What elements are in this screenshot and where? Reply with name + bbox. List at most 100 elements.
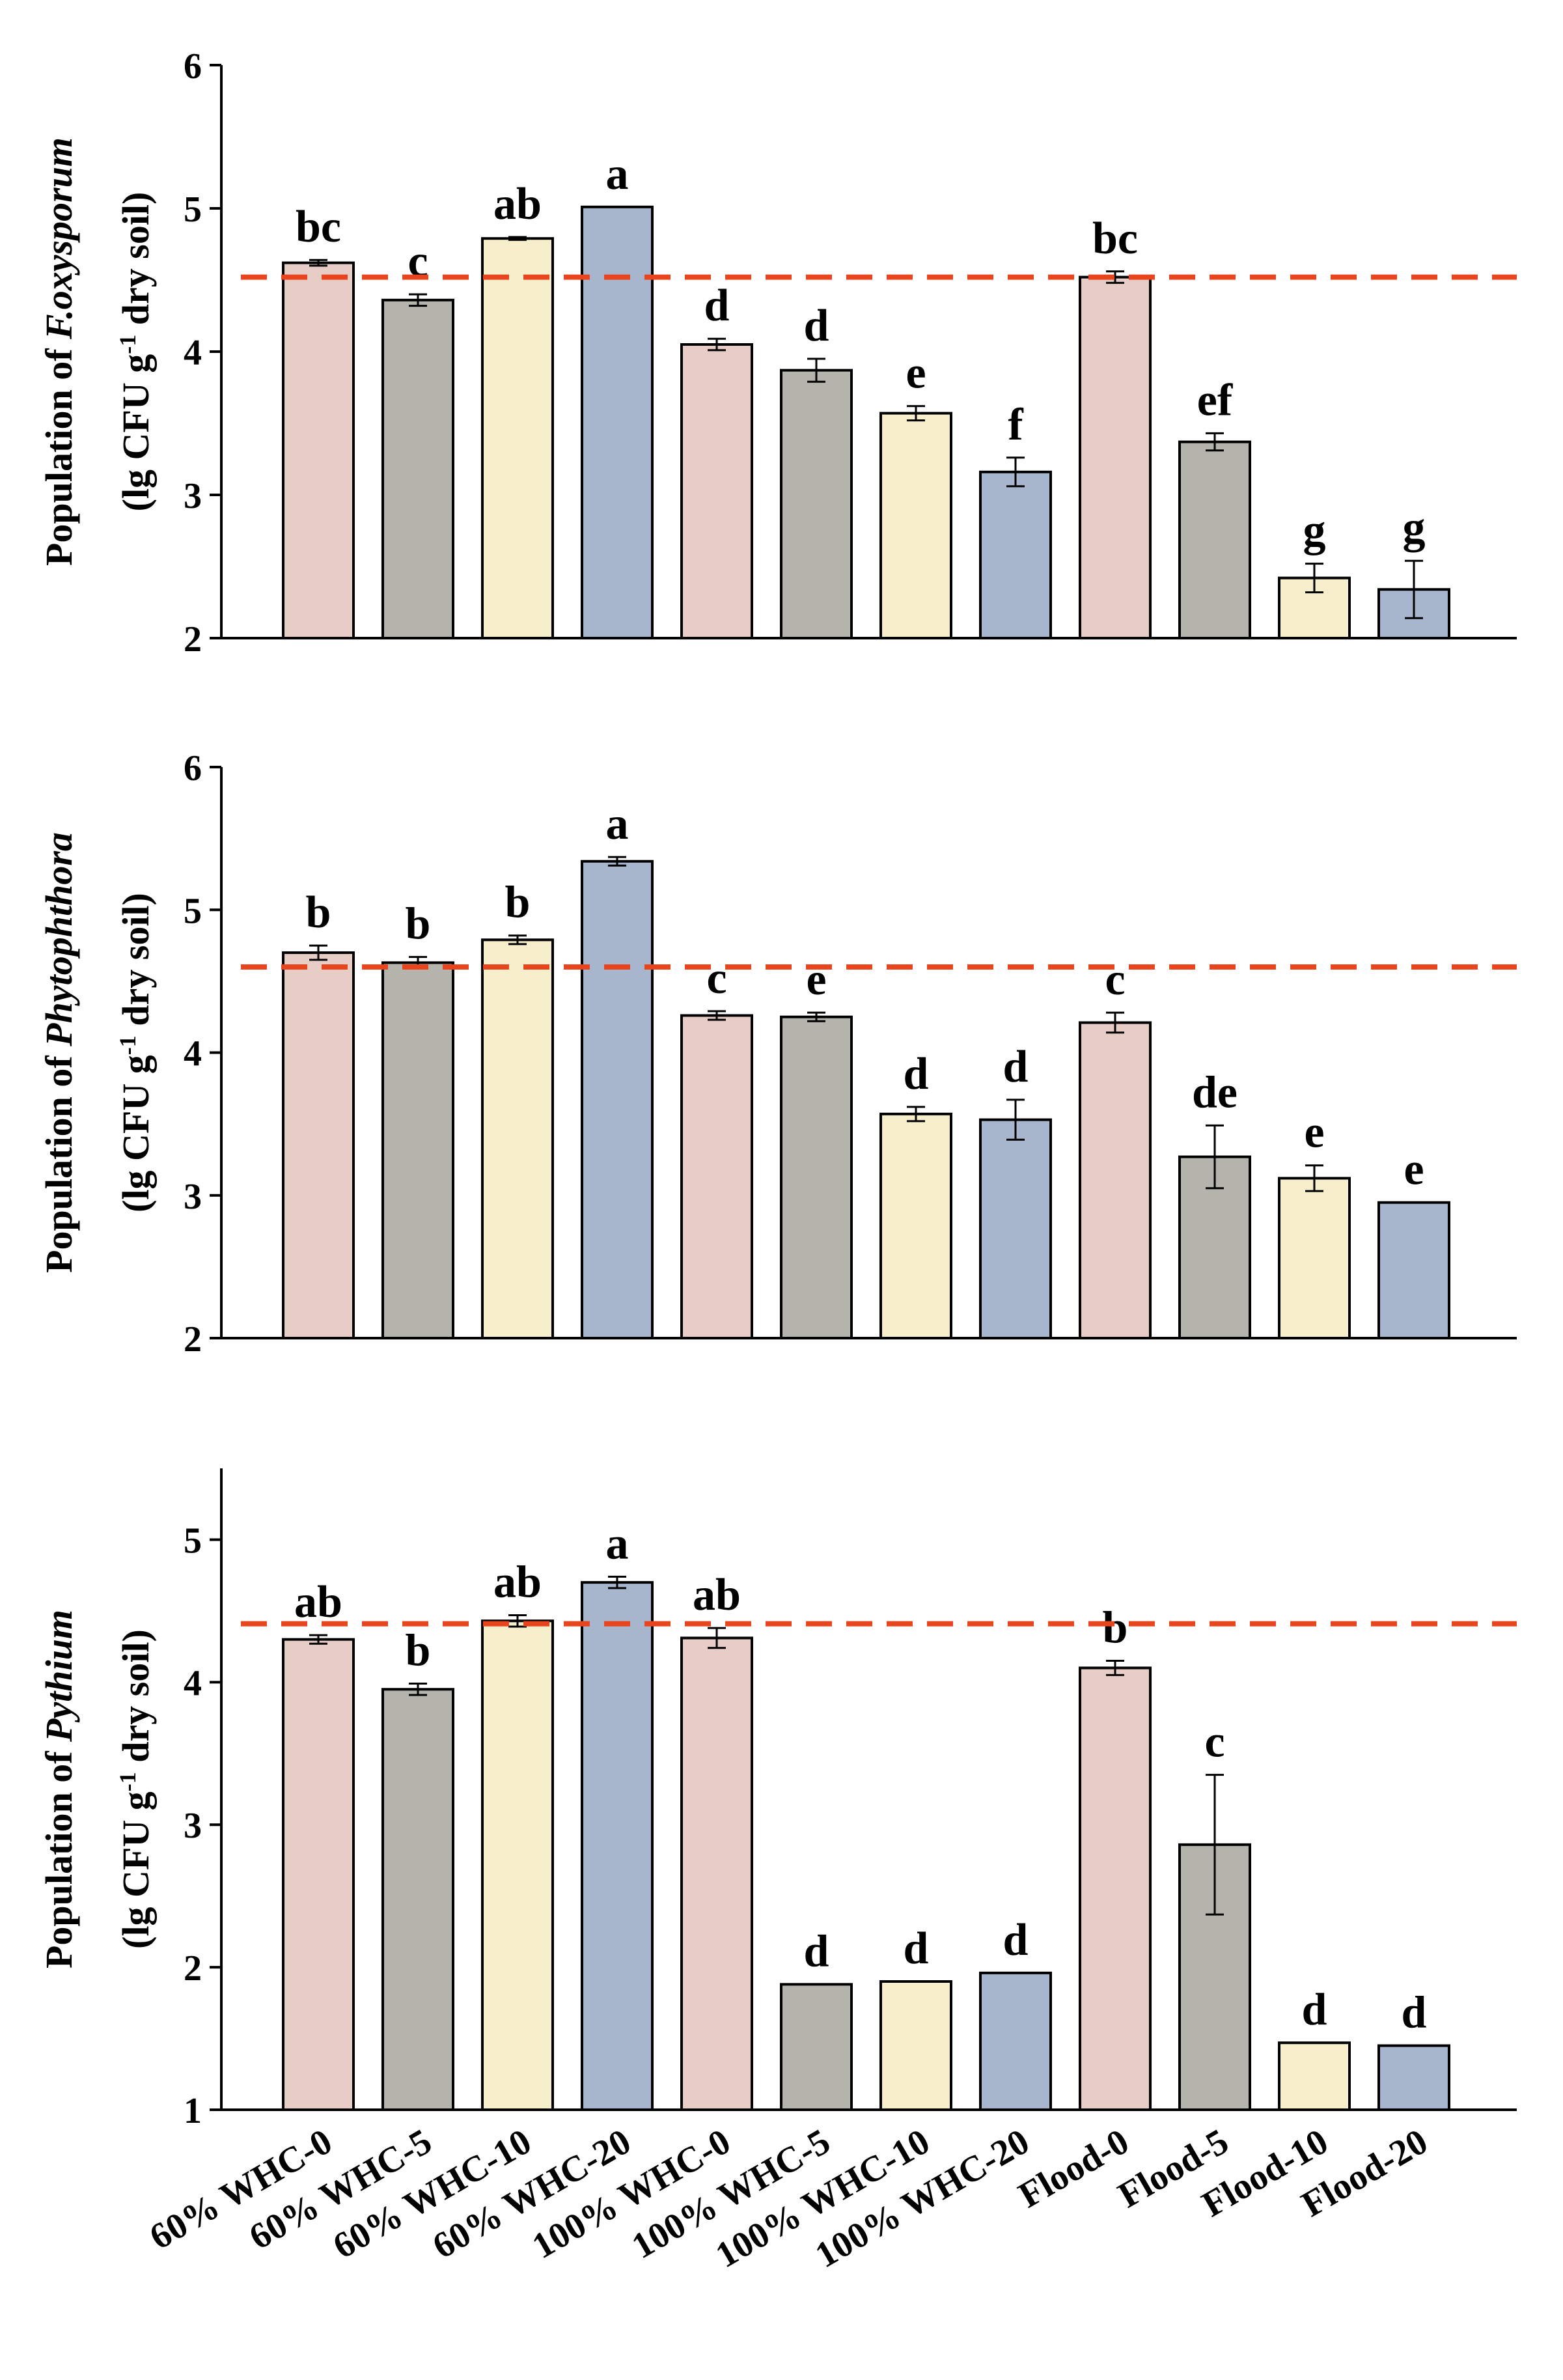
significance-label-11: g bbox=[1303, 506, 1326, 556]
error-bar-2 bbox=[409, 293, 427, 307]
significance-label-6: d bbox=[804, 1926, 829, 1976]
error-bar-7 bbox=[907, 1106, 925, 1123]
y-tick-label: 3 bbox=[184, 1177, 202, 1217]
error-bar-6 bbox=[807, 357, 825, 383]
significance-label-2: b bbox=[406, 899, 431, 949]
error-bar-10 bbox=[1206, 432, 1224, 452]
bar-9 bbox=[1079, 1021, 1152, 1340]
significance-label-10: ef bbox=[1197, 375, 1233, 425]
bar-10 bbox=[1178, 440, 1251, 639]
error-bar-3 bbox=[508, 236, 527, 241]
error-bar-11 bbox=[1305, 1164, 1323, 1192]
bar-5 bbox=[680, 343, 753, 639]
x-tick-label-9: Flood-0 bbox=[1012, 2121, 1136, 2216]
significance-label-1: ab bbox=[294, 1577, 342, 1627]
y-tick-label: 2 bbox=[184, 1948, 202, 1989]
bar-6 bbox=[780, 1015, 853, 1339]
y-tick-label: 6 bbox=[184, 46, 202, 87]
y-tick-label: 3 bbox=[184, 1806, 202, 1846]
error-bar-5 bbox=[708, 1010, 726, 1021]
significance-label-5: ab bbox=[693, 1570, 741, 1620]
significance-label-9: c bbox=[1105, 955, 1125, 1005]
error-bar-12 bbox=[1405, 559, 1423, 619]
bar-6 bbox=[780, 369, 853, 639]
bar-9 bbox=[1079, 1666, 1152, 2111]
y-tick-label: 4 bbox=[184, 1663, 202, 1703]
error-bar-4 bbox=[608, 856, 626, 867]
y-tick-label: 3 bbox=[184, 476, 202, 516]
significance-label-8: f bbox=[1008, 400, 1023, 450]
error-bar-11 bbox=[1305, 563, 1323, 594]
bar-1 bbox=[282, 1638, 355, 2112]
bar-12 bbox=[1377, 2044, 1450, 2111]
bar-4 bbox=[581, 860, 654, 1339]
error-bar-9 bbox=[1106, 270, 1124, 284]
y-tick-label: 4 bbox=[184, 1034, 202, 1074]
bar-3 bbox=[481, 237, 554, 639]
bar-1 bbox=[282, 261, 355, 640]
significance-label-12: e bbox=[1404, 1145, 1424, 1195]
bar-3 bbox=[481, 938, 554, 1339]
y-tick-label: 2 bbox=[184, 619, 202, 660]
error-bar-5 bbox=[708, 1627, 726, 1649]
significance-label-11: d bbox=[1302, 1985, 1327, 2035]
y-tick-label: 1 bbox=[184, 2091, 202, 2131]
significance-label-10: de bbox=[1192, 1067, 1238, 1117]
panel-phytophthora: b b b a c e d d c de e e 2 3 4 5 6 Population of Phytopht… bbox=[38, 748, 1517, 1360]
bar-2 bbox=[381, 298, 454, 639]
bar-4 bbox=[581, 205, 654, 639]
bar-8 bbox=[979, 1118, 1052, 1339]
significance-label-5: c bbox=[706, 953, 726, 1003]
significance-label-7: d bbox=[904, 1049, 929, 1099]
bar-2 bbox=[381, 961, 454, 1340]
panel-pythium: ab b ab a ab d d d b c d d 1 2 3 4 5 Population of Pythiu… bbox=[38, 1468, 1517, 2131]
error-bar-3 bbox=[508, 934, 527, 945]
error-bar-9 bbox=[1106, 1011, 1124, 1034]
y-axis-title: Population of F.oxysporum(lg CFU g-1 dry… bbox=[38, 137, 157, 566]
error-bar-1 bbox=[309, 1634, 327, 1645]
significance-label-7: e bbox=[906, 348, 926, 399]
bar-5 bbox=[680, 1636, 753, 2111]
significance-label-4: a bbox=[606, 799, 629, 849]
significance-label-3: ab bbox=[493, 1557, 542, 1607]
bar-11 bbox=[1278, 2041, 1351, 2112]
significance-label-11: e bbox=[1304, 1108, 1324, 1158]
significance-label-3: ab bbox=[493, 179, 542, 229]
error-bar-7 bbox=[907, 405, 925, 422]
error-bar-5 bbox=[708, 337, 726, 352]
y-tick-label: 5 bbox=[184, 1520, 202, 1561]
error-bar-9 bbox=[1106, 1660, 1124, 1676]
error-bar-1 bbox=[309, 259, 327, 267]
error-bar-8 bbox=[1006, 1099, 1025, 1141]
y-tick-label: 6 bbox=[184, 748, 202, 789]
bar-4 bbox=[581, 1581, 654, 2111]
significance-label-12: d bbox=[1402, 1988, 1427, 2038]
significance-label-8: d bbox=[1003, 1915, 1029, 1965]
y-tick-label: 4 bbox=[184, 333, 202, 373]
y-axis-title: Population of Pythium(lg CFU g-1 dry soi… bbox=[38, 1610, 157, 1968]
bar-8 bbox=[979, 470, 1052, 639]
significance-label-6: e bbox=[806, 955, 826, 1005]
significance-label-6: d bbox=[804, 301, 829, 351]
bar-8 bbox=[979, 1971, 1052, 2112]
error-bar-8 bbox=[1006, 456, 1025, 488]
significance-label-3: b bbox=[505, 878, 531, 928]
y-tick-label: 2 bbox=[184, 1319, 202, 1360]
error-bar-10 bbox=[1206, 1774, 1224, 1916]
bar-11 bbox=[1278, 1177, 1351, 1339]
bar-12 bbox=[1377, 1201, 1450, 1340]
error-bar-10 bbox=[1206, 1124, 1224, 1190]
significance-label-2: b bbox=[406, 1626, 431, 1676]
significance-label-9: bc bbox=[1092, 214, 1138, 264]
bar-5 bbox=[680, 1014, 753, 1339]
bar-3 bbox=[481, 1619, 554, 2112]
y-tick-label: 5 bbox=[184, 189, 202, 230]
bar-7 bbox=[879, 1980, 952, 2111]
error-bar-2 bbox=[409, 1683, 427, 1696]
significance-label-12: g bbox=[1403, 503, 1426, 553]
bar-2 bbox=[381, 1688, 454, 2112]
significance-label-10: c bbox=[1204, 1717, 1224, 1767]
error-bar-4 bbox=[608, 1575, 626, 1589]
